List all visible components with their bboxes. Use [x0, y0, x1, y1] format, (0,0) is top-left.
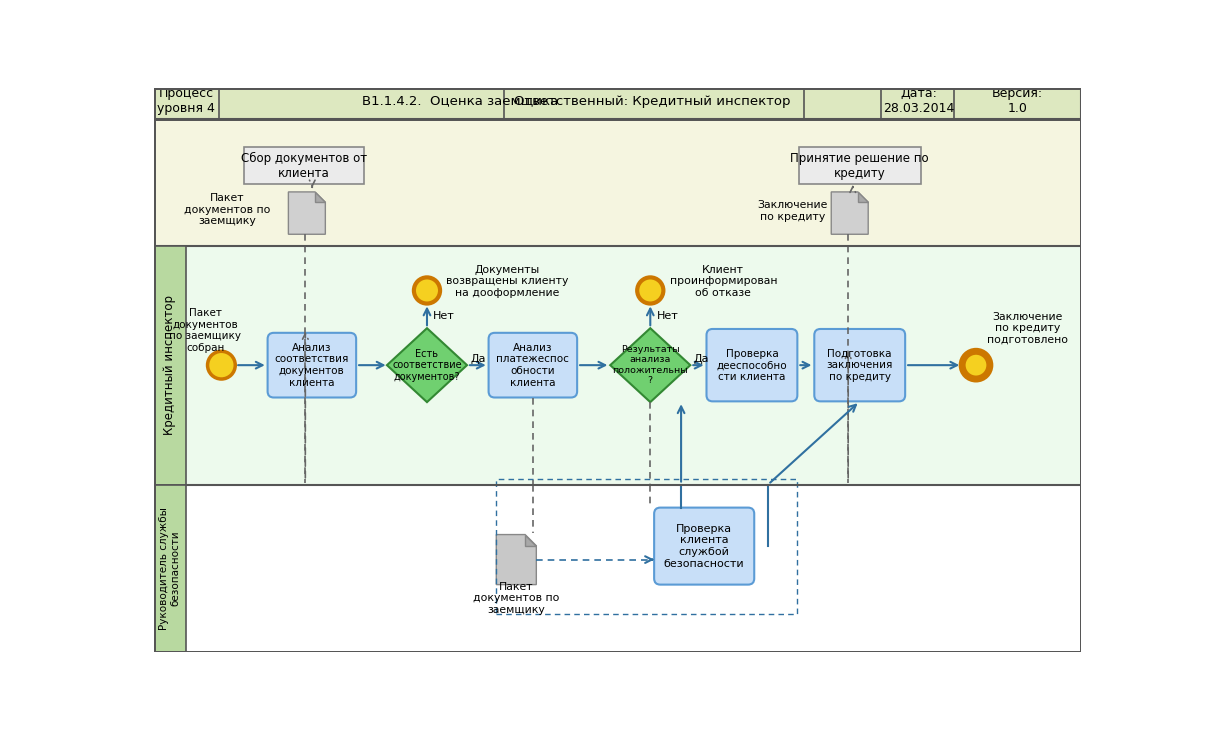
Polygon shape — [496, 534, 536, 585]
Polygon shape — [858, 192, 868, 202]
Polygon shape — [610, 328, 690, 402]
Text: Да: Да — [693, 354, 709, 364]
Bar — [153, 119, 1082, 246]
Text: Ответственный: Кредитный инспектор: Ответственный: Кредитный инспектор — [515, 95, 790, 108]
Text: Версия:
1.0: Версия: 1.0 — [992, 87, 1044, 115]
FancyBboxPatch shape — [268, 333, 357, 397]
Text: Пакет
документов
по заемщику
собран: Пакет документов по заемщику собран — [169, 308, 241, 353]
Bar — [153, 88, 1082, 119]
Text: Документы
возвращены клиенту
на дооформление: Документы возвращены клиенту на дооформл… — [446, 265, 569, 298]
Text: Процесс
уровня 4: Процесс уровня 4 — [157, 87, 214, 115]
Text: Сбор документов от
клиента: Сбор документов от клиента — [241, 152, 368, 180]
Text: Кредитный инспектор: Кредитный инспектор — [164, 295, 176, 435]
FancyBboxPatch shape — [654, 508, 754, 585]
Text: Заключение
по кредиту: Заключение по кредиту — [757, 200, 828, 222]
Text: Принятие решение по
кредиту: Принятие решение по кредиту — [790, 152, 929, 180]
Polygon shape — [387, 328, 468, 402]
Text: Результаты
анализа
положительны
?: Результаты анализа положительны ? — [612, 345, 688, 386]
Text: Проверка
клиента
службой
безопасности: Проверка клиента службой безопасности — [664, 523, 745, 569]
Circle shape — [637, 277, 664, 303]
Bar — [245, 147, 364, 184]
Text: Подготовка
заключения
по кредиту: Подготовка заключения по кредиту — [827, 349, 893, 382]
Circle shape — [207, 351, 235, 379]
FancyBboxPatch shape — [488, 333, 577, 397]
FancyBboxPatch shape — [706, 329, 798, 402]
Polygon shape — [831, 192, 868, 235]
Bar — [153, 246, 1082, 485]
Bar — [153, 485, 186, 652]
Text: В1.1.4.2.  Оценка заемщика: В1.1.4.2. Оценка заемщика — [362, 95, 558, 108]
Text: Пакет
документов по
заемщику: Пакет документов по заемщику — [474, 582, 559, 615]
Circle shape — [962, 351, 989, 379]
Polygon shape — [525, 534, 536, 546]
Text: Дата:
28.03.2014: Дата: 28.03.2014 — [883, 87, 954, 115]
Text: Клиент
проинформирован
об отказе: Клиент проинформирован об отказе — [670, 265, 777, 298]
Circle shape — [413, 277, 440, 303]
Bar — [153, 246, 186, 485]
Polygon shape — [288, 192, 325, 235]
Text: Нет: Нет — [433, 311, 455, 321]
Polygon shape — [315, 192, 325, 202]
Text: Заключение
по кредиту
подготовлено: Заключение по кредиту подготовлено — [987, 312, 1068, 345]
Text: Руководитель службы
безопасности: Руководитель службы безопасности — [159, 507, 181, 630]
Text: Проверка
дееспособно
сти клиента: Проверка дееспособно сти клиента — [717, 349, 787, 382]
Bar — [153, 485, 1082, 652]
FancyBboxPatch shape — [815, 329, 905, 402]
Text: Пакет
документов по
заемщику: Пакет документов по заемщику — [184, 193, 271, 226]
Text: Анализ
соответствия
документов
клиента: Анализ соответствия документов клиента — [275, 343, 349, 388]
Text: Да: Да — [470, 354, 486, 364]
Bar — [153, 88, 1082, 119]
Text: Нет: Нет — [657, 311, 678, 321]
Text: Есть
соответствие
документов?: Есть соответствие документов? — [392, 349, 462, 382]
Text: Анализ
платежеспос
обности
клиента: Анализ платежеспос обности клиента — [496, 343, 569, 388]
Bar — [799, 147, 921, 184]
